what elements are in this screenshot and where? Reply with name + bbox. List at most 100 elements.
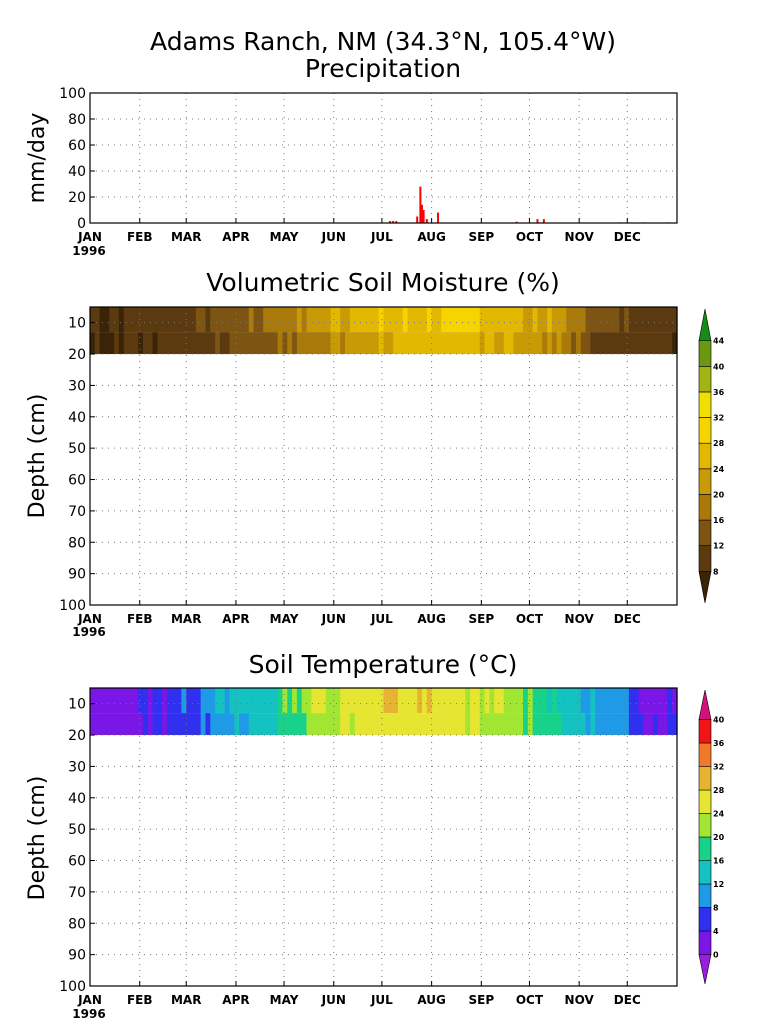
heatmap-cell	[532, 307, 539, 333]
heatmap-cell	[503, 307, 510, 333]
heatmap-cell	[166, 713, 173, 736]
heatmap-cell	[421, 688, 428, 714]
heatmap-cell	[667, 307, 673, 333]
heatmap-cell	[166, 307, 173, 333]
heatmap-cell	[388, 307, 394, 333]
heatmap-cell	[181, 332, 187, 355]
heatmap-cell	[412, 713, 418, 736]
heatmap-cell	[508, 307, 515, 333]
heatmap-cell	[292, 688, 298, 714]
heatmap-cell	[90, 713, 96, 736]
heatmap-cell	[498, 332, 505, 355]
heatmap-cell	[600, 332, 606, 355]
precip-y-axis-label: mm/day	[25, 113, 50, 204]
heatmap-cell	[306, 713, 312, 736]
colorbar-segment	[698, 860, 712, 885]
heatmap-cell	[498, 713, 505, 736]
heatmap-cell	[272, 307, 279, 333]
heatmap-cell	[652, 688, 659, 714]
x-tick-label: OCT	[516, 612, 544, 626]
heatmap-cell	[205, 307, 211, 333]
precip-bar	[395, 221, 398, 223]
heatmap-cell	[229, 713, 235, 736]
heatmap-cell	[652, 713, 659, 736]
heatmap-cell	[369, 713, 375, 736]
heatmap-cell	[450, 713, 457, 736]
y-tick-label: 90	[68, 948, 86, 964]
heatmap-cell	[498, 688, 505, 714]
x-tick-label: DEC	[614, 993, 641, 1007]
x-tick-label: DEC	[614, 230, 641, 244]
y-tick-label: 70	[68, 504, 86, 520]
x-tick-label: SEP	[469, 993, 495, 1007]
heatmap-cell	[527, 688, 534, 714]
heatmap-cell	[604, 713, 611, 736]
heatmap-cell	[335, 307, 341, 333]
heatmap-cell	[162, 688, 168, 714]
x-tick-label: OCT	[516, 993, 544, 1007]
heatmap-cell	[455, 332, 462, 355]
heatmap-cell	[662, 307, 668, 333]
heatmap-cell	[426, 332, 433, 355]
heatmap-cell	[532, 713, 539, 736]
heatmap-cell	[474, 307, 481, 333]
heatmap-cell	[268, 307, 274, 333]
heatmap-cell	[268, 332, 274, 355]
heatmap-cell	[600, 713, 606, 736]
colorbar-label: 32	[713, 414, 724, 423]
heatmap-cell	[397, 688, 404, 714]
heatmap-cell	[369, 688, 375, 714]
heatmap-cell	[258, 332, 264, 355]
heatmap-cell	[474, 713, 481, 736]
heatmap-cell	[205, 688, 211, 714]
heatmap-cell	[330, 307, 336, 333]
heatmap-cell	[648, 307, 654, 333]
heatmap-cell	[248, 307, 255, 333]
heatmap-cell	[215, 307, 221, 333]
heatmap-cell	[561, 713, 567, 736]
x-tick-label: AUG	[417, 230, 446, 244]
x-tick-label: MAY	[270, 230, 299, 244]
heatmap-cell	[609, 688, 616, 714]
heatmap-cell	[652, 307, 659, 333]
precip-bar	[542, 219, 545, 223]
precip-year-label: 1996	[72, 244, 105, 258]
heatmap-cell	[142, 332, 149, 355]
heatmap-cell	[412, 307, 418, 333]
precip-bars	[388, 186, 669, 223]
heatmap-cell	[114, 307, 120, 333]
x-tick-label: JAN	[77, 612, 102, 626]
heatmap-cell	[229, 688, 235, 714]
colorbar-segment	[698, 836, 712, 861]
x-tick-label: JUL	[370, 230, 393, 244]
heatmap-cell	[604, 307, 611, 333]
x-tick-label: AUG	[417, 612, 446, 626]
heatmap-cell	[633, 688, 640, 714]
heatmap-cell	[643, 713, 649, 736]
heatmap-cell	[580, 688, 587, 714]
heatmap-cell	[239, 332, 245, 355]
heatmap-cell	[590, 307, 596, 333]
heatmap-cell	[609, 713, 616, 736]
heatmap-cell	[523, 688, 529, 714]
heatmap-cell	[417, 688, 423, 714]
heatmap-cell	[662, 713, 668, 736]
heatmap-cell	[537, 713, 543, 736]
heatmap-cell	[672, 713, 678, 736]
colorbar-segment	[698, 571, 712, 604]
heatmap-cell	[624, 713, 630, 736]
x-tick-label: MAR	[171, 612, 201, 626]
heatmap-cell	[494, 713, 500, 736]
heatmap-cell	[320, 688, 327, 714]
heatmap-cell	[494, 688, 500, 714]
heatmap-cell	[662, 688, 668, 714]
heatmap-cell	[585, 688, 591, 714]
y-tick-label: 20	[68, 347, 86, 363]
heatmap-cell	[614, 332, 620, 355]
heatmap-cell	[571, 307, 577, 333]
colorbar-segment	[698, 519, 712, 547]
heatmap-cell	[210, 307, 216, 333]
heatmap-cell	[585, 307, 591, 333]
heatmap-cell	[652, 332, 659, 355]
precip-bar	[420, 204, 423, 223]
